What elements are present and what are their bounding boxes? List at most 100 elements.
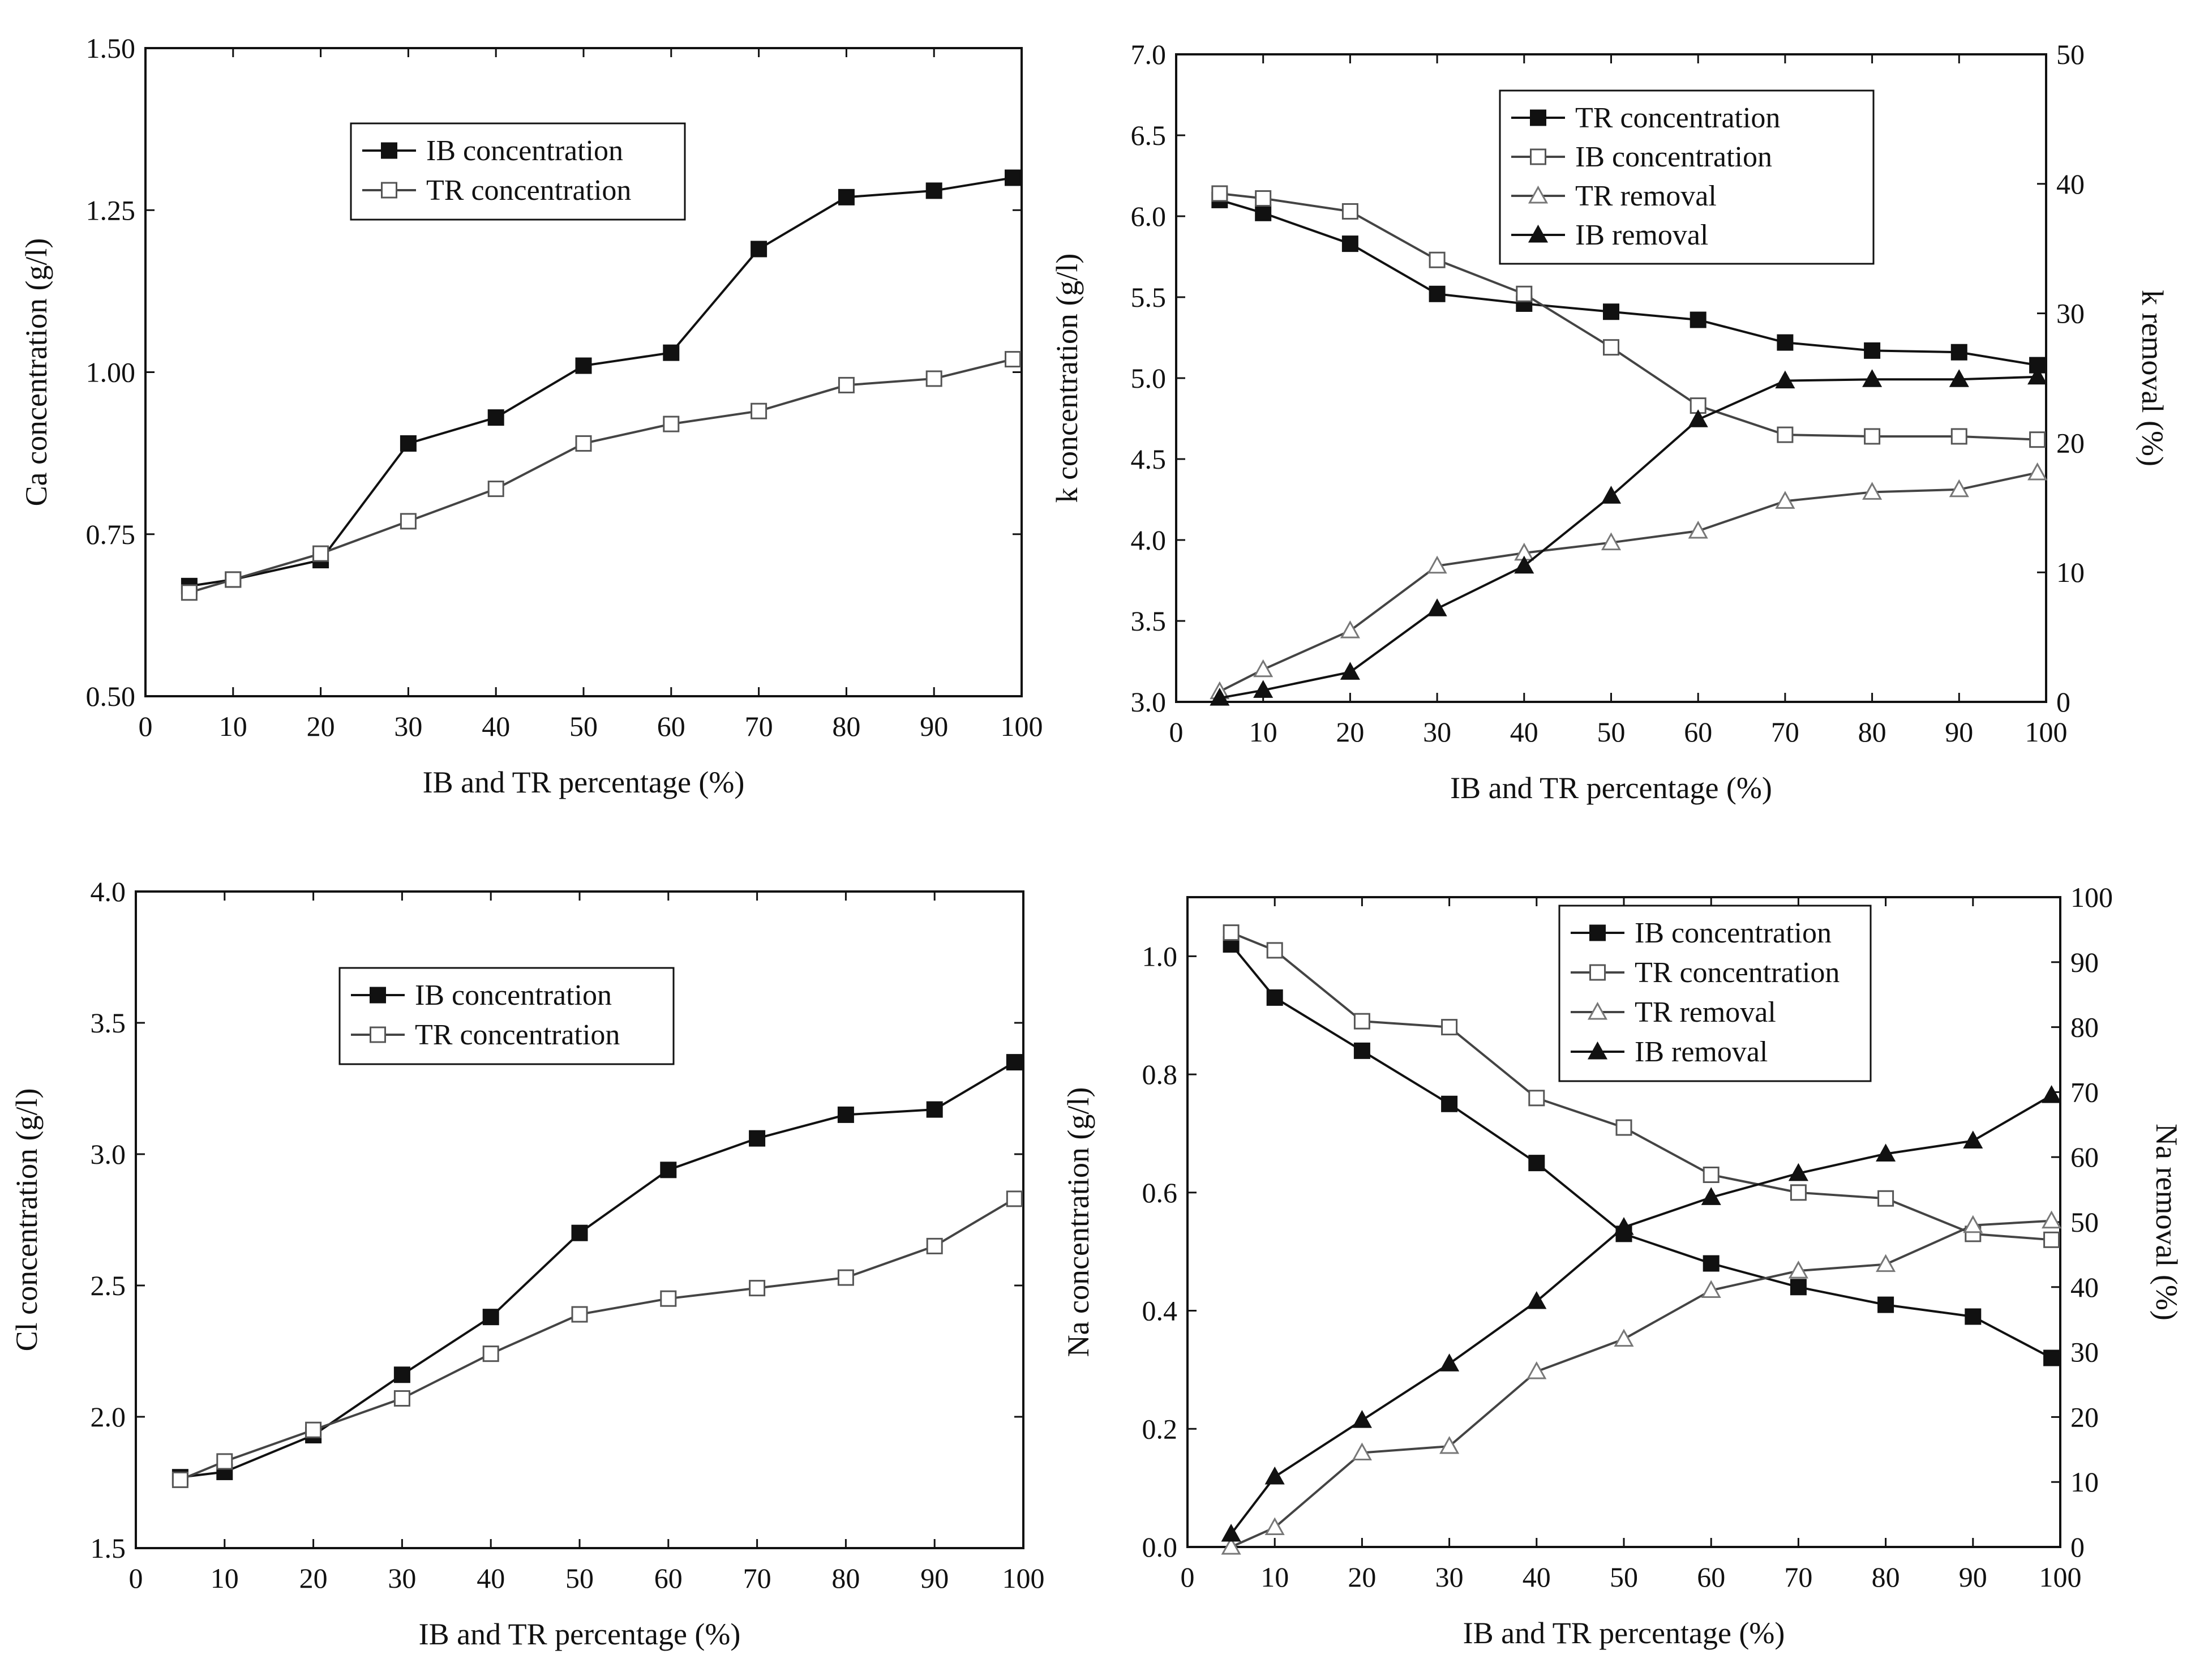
data-point: [1701, 1187, 1721, 1205]
data-point: [2027, 462, 2048, 481]
data-point: [1950, 428, 1967, 445]
data-point: [1615, 1119, 1632, 1136]
legend-box: [1558, 905, 1872, 1082]
x-tick-label: 60: [657, 710, 685, 742]
data-point: [1341, 203, 1358, 220]
data-point: [1341, 235, 1358, 252]
data-point: [2043, 1349, 2060, 1366]
data-point: [1439, 1435, 1460, 1454]
data-point: [1264, 1517, 1285, 1536]
x-tick-label: 90: [920, 1562, 949, 1594]
chart-panel-3: 0 10 20 30 40 50 60 70 80 90 100 1.5 2.0 2.5 3.0 3.5 4.0…: [10, 876, 1045, 1651]
y-tick-label: 0.0: [1142, 1531, 1178, 1563]
data-point: [1211, 185, 1228, 202]
data-point: [2029, 431, 2046, 448]
y-tick-label: 0.8: [1142, 1058, 1178, 1090]
data-point: [1340, 662, 1360, 680]
data-point: [487, 481, 504, 498]
x-axis-title: IB and TR percentage (%): [1463, 1616, 1785, 1650]
data-point: [837, 1269, 854, 1286]
data-point: [1223, 924, 1240, 941]
data-point: [1429, 285, 1446, 302]
data-point: [1255, 204, 1272, 221]
y-tick-label: 4.0: [1131, 524, 1167, 556]
data-point: [660, 1162, 677, 1178]
x-tick-label: 70: [1771, 716, 1799, 748]
y-tick-label: 5.5: [1131, 281, 1167, 313]
data-point: [1006, 1190, 1023, 1207]
x-tick-label: 50: [1597, 716, 1626, 748]
data-point: [1439, 1353, 1460, 1372]
x-tick-label: 10: [211, 1562, 239, 1594]
y2-tick-label: 0: [2070, 1531, 2085, 1563]
data-point: [1688, 520, 1708, 539]
data-point: [751, 402, 768, 419]
chart-panel-4: 0 10 20 30 40 50 60 70 80 90 1000.00.20.40.60.81.0…: [1061, 881, 2184, 1650]
data-point: [925, 182, 942, 199]
legend-marker: [1589, 964, 1606, 981]
y2-tick-label: 80: [2070, 1012, 2099, 1043]
legend: IB concentration TR concentration: [338, 967, 675, 1065]
y2-tick-label: 0: [2056, 686, 2070, 718]
y-tick-label: 4.5: [1131, 443, 1167, 475]
y2-tick-label: 10: [2056, 556, 2085, 588]
x-tick-label: 0: [1169, 716, 1184, 748]
data-point: [1688, 409, 1708, 427]
legend-marker: [370, 987, 386, 1004]
data-point: [2042, 1210, 2062, 1229]
legend-marker: [1587, 1041, 1608, 1060]
x-tick-label: 100: [1002, 1562, 1045, 1594]
chart-panel-2: 0 10 20 30 40 50 60 70 80 90 1003.03.54.04.55.05.5…: [1050, 38, 2169, 805]
x-tick-label: 100: [2025, 716, 2068, 748]
data-point: [1703, 1255, 1720, 1272]
x-tick-label: 0: [139, 710, 153, 742]
x-tick-label: 50: [569, 710, 598, 742]
data-point: [1877, 1190, 1894, 1207]
data-point: [1603, 339, 1619, 356]
data-point: [1255, 190, 1272, 207]
data-point: [1253, 659, 1274, 678]
data-point: [1429, 251, 1446, 268]
data-point: [1690, 311, 1707, 328]
y2-tick-label: 30: [2056, 298, 2085, 329]
data-point: [1864, 428, 1881, 445]
legend-marker: [370, 1026, 386, 1043]
x-tick-label: 0: [1181, 1561, 1195, 1593]
y-tick-label: 0.4: [1142, 1295, 1178, 1327]
x-tick-label: 10: [1249, 716, 1277, 748]
data-point: [1441, 1019, 1458, 1036]
data-point: [482, 1345, 499, 1362]
y-axis-title: Cl concentration (g/l): [10, 1088, 44, 1352]
data-point: [1963, 1130, 1983, 1148]
data-point: [1527, 1361, 1547, 1379]
y2-tick-label: 60: [2070, 1141, 2099, 1173]
legend-box: [350, 122, 686, 221]
y-tick-label: 1.00: [86, 357, 136, 388]
data-point: [1266, 942, 1283, 959]
y-tick-label: 1.25: [86, 194, 136, 226]
y2-tick-label: 40: [2056, 168, 2085, 200]
data-point: [571, 1224, 588, 1241]
legend-label: TR concentration: [426, 174, 631, 207]
y-tick-label: 6.0: [1131, 200, 1167, 232]
x-tick-label: 90: [1945, 716, 1973, 748]
x-tick-label: 20: [1336, 716, 1364, 748]
y-tick-label: 3.0: [1131, 686, 1167, 718]
x-tick-label: 90: [1959, 1561, 1987, 1593]
x-tick-label: 10: [1260, 1561, 1289, 1593]
series-line-ib-removal: [1230, 1094, 2052, 1535]
y-tick-label: 1.50: [86, 32, 136, 64]
data-point: [1703, 1167, 1720, 1184]
y2-tick-label: 50: [2056, 38, 2085, 70]
data-point: [1963, 1215, 1983, 1233]
data-point: [1876, 1254, 1896, 1272]
data-point: [1862, 369, 1883, 387]
legend-marker: [1589, 924, 1606, 941]
data-point: [838, 376, 855, 393]
data-point: [393, 1366, 410, 1383]
y-tick-label: 2.5: [91, 1270, 126, 1301]
series-line-tr-removal: [1230, 1219, 2052, 1548]
x-tick-label: 30: [394, 710, 422, 742]
chart-panel-1: 0 10 20 30 40 50 60 70 80 90 100 0.50 0.75 1.00 1.25 1.…: [19, 32, 1043, 799]
